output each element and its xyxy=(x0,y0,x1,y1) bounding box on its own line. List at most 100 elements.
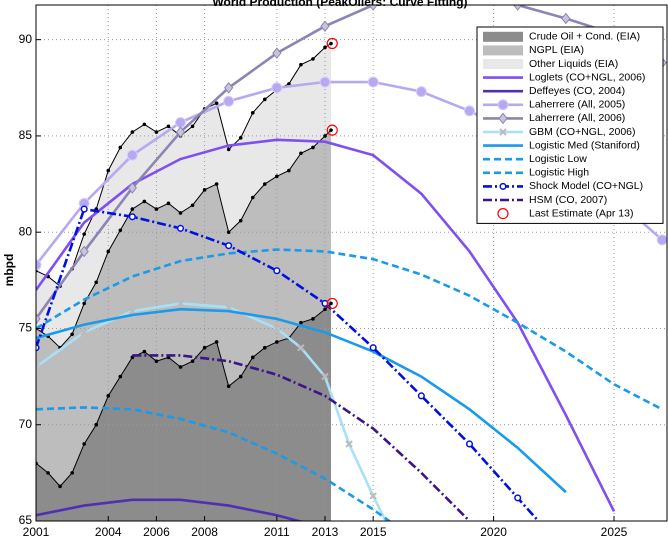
data-point xyxy=(262,345,267,350)
data-point xyxy=(238,374,243,379)
marker xyxy=(656,234,667,246)
data-point xyxy=(166,124,171,129)
marker xyxy=(273,267,281,275)
data-point xyxy=(82,442,86,446)
data-point xyxy=(82,232,86,236)
data-point xyxy=(275,340,279,344)
area xyxy=(36,43,332,348)
x-tick-label: 2025 xyxy=(601,525,628,539)
marker xyxy=(272,47,282,59)
data-point xyxy=(329,41,333,46)
plot-frame xyxy=(35,4,668,522)
marker xyxy=(415,86,427,98)
marker xyxy=(417,392,425,400)
marker xyxy=(273,324,281,333)
x-tick-label: 2020 xyxy=(480,525,507,539)
marker xyxy=(321,372,329,381)
line xyxy=(132,354,471,521)
data-point xyxy=(166,201,171,206)
marker xyxy=(297,344,305,352)
legend-marker xyxy=(498,112,508,125)
data-point xyxy=(178,365,183,369)
data-point xyxy=(142,122,147,127)
legend-label: GBM (CO+NGL, 2006) xyxy=(529,126,636,138)
marker xyxy=(539,522,545,528)
data-point xyxy=(130,130,135,134)
data-point xyxy=(190,203,195,208)
data-point xyxy=(214,101,219,105)
data-point xyxy=(58,484,62,489)
marker xyxy=(320,20,330,32)
area-line xyxy=(36,303,332,488)
y-tick-label: 85 xyxy=(19,128,33,142)
legend-swatch xyxy=(483,59,523,69)
data-point xyxy=(226,230,231,234)
legend-swatch xyxy=(483,31,523,42)
marker xyxy=(271,82,283,94)
marker xyxy=(80,328,88,337)
data-point xyxy=(275,174,279,179)
marker xyxy=(319,76,331,88)
legend-label: HSM (CO, 2007) xyxy=(529,194,607,206)
legend-marker xyxy=(499,128,507,136)
marker xyxy=(176,299,185,308)
data-point xyxy=(214,340,219,344)
marker xyxy=(80,205,88,213)
axes: 65 70 75 80 85 90 2001 2004 2006 2008 2011 2013 2015… xyxy=(19,4,668,539)
marker xyxy=(513,5,523,11)
y-tick-label: 75 xyxy=(19,321,33,335)
legend-label: Other Liquids (EIA) xyxy=(529,58,618,70)
x-tick-label: 2001 xyxy=(23,525,50,539)
marker xyxy=(561,12,571,25)
data-point xyxy=(287,82,291,86)
legend-label: Laherrere (All, 2005) xyxy=(529,99,625,111)
data-point xyxy=(250,195,255,200)
data-point xyxy=(106,394,111,398)
data-point xyxy=(299,320,303,325)
legend-marker xyxy=(497,99,509,111)
marker xyxy=(175,116,187,128)
x-tick-label: 2015 xyxy=(360,525,387,539)
line xyxy=(36,207,541,521)
data-point xyxy=(70,471,74,475)
line xyxy=(36,498,304,521)
data-point xyxy=(250,111,255,115)
marker xyxy=(224,81,234,94)
marker xyxy=(326,37,338,50)
marker xyxy=(126,149,138,161)
data-point xyxy=(262,182,267,186)
marker xyxy=(36,259,42,271)
data-point xyxy=(142,349,147,354)
legend: Crude Oil + Cond. (EIA)NGPL (EIA) Other L… xyxy=(476,26,664,224)
data-point xyxy=(118,374,123,379)
data-point xyxy=(226,147,231,152)
data-point xyxy=(190,359,195,363)
y-tick-label: 80 xyxy=(19,224,33,238)
legend-marker xyxy=(499,182,507,190)
marker xyxy=(464,105,476,117)
data-point xyxy=(214,182,219,186)
marker xyxy=(367,76,379,88)
data-point xyxy=(202,345,207,350)
marker xyxy=(465,440,474,448)
marker xyxy=(223,95,235,107)
data-point xyxy=(106,249,111,254)
marker xyxy=(514,494,522,502)
legend-marker xyxy=(497,208,509,220)
plot-area xyxy=(36,5,667,528)
line xyxy=(36,307,567,494)
data-point xyxy=(94,422,99,427)
legend-label: Logistic High xyxy=(529,167,589,179)
data-point xyxy=(46,471,50,475)
data-point xyxy=(262,97,267,102)
marker xyxy=(36,363,40,371)
marker xyxy=(128,307,137,315)
data-point xyxy=(329,128,333,132)
marker xyxy=(369,492,377,500)
data-point xyxy=(154,359,159,363)
marker xyxy=(128,213,136,221)
marker xyxy=(369,344,377,352)
legend-label: Shock Model (CO+NGL) xyxy=(529,180,643,192)
marker xyxy=(224,303,233,311)
